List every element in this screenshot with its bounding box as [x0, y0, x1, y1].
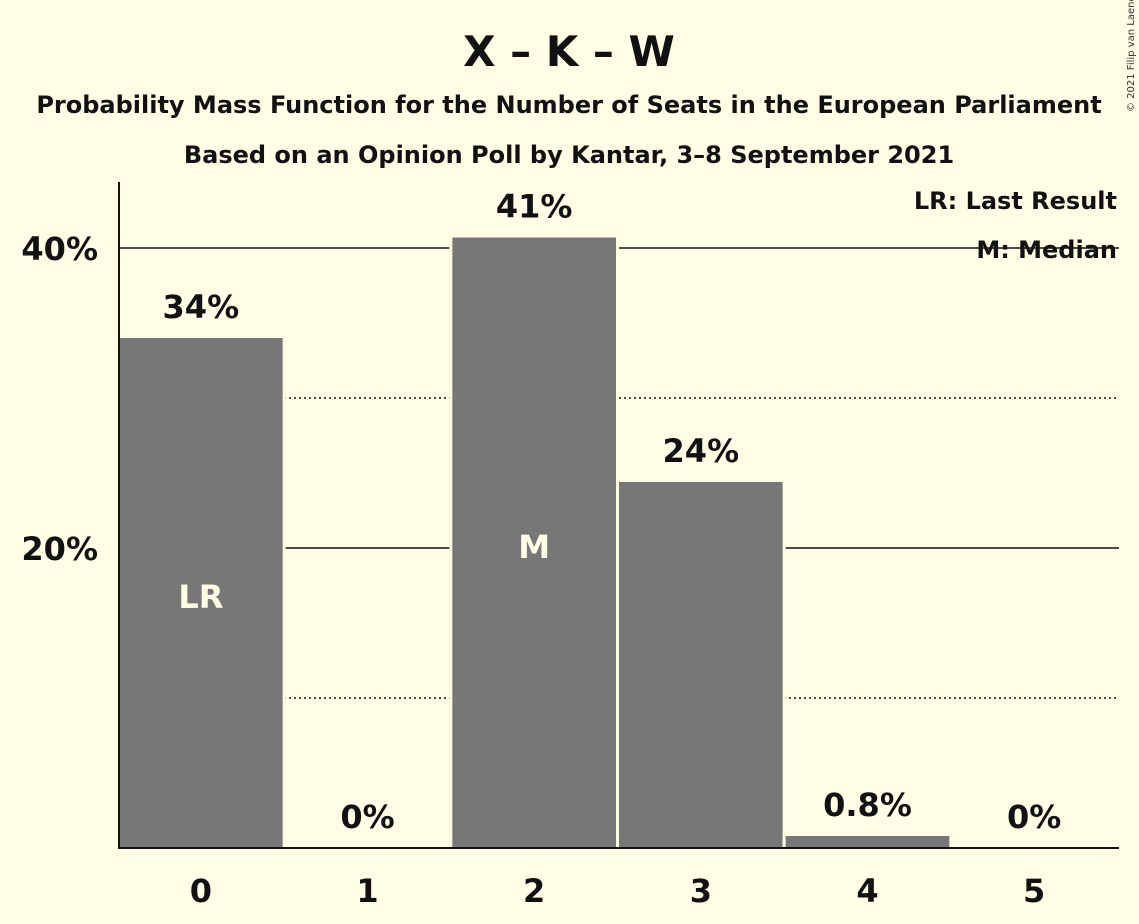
- bars: [116, 235, 1119, 848]
- y-tick-label-20: 20%: [21, 530, 98, 568]
- y-axis-ticks: 20% 40%: [21, 230, 98, 568]
- bar-3: [619, 482, 783, 848]
- data-labels: 34% LR 0% 41% M 24% 0.8% 0%: [163, 188, 1062, 837]
- data-label-3: 24%: [663, 432, 740, 470]
- data-label-0: 34%: [163, 288, 240, 326]
- bar-marker-LR: LR: [178, 578, 223, 616]
- data-label-5: 0%: [1007, 798, 1061, 836]
- legend-last-result: LR: Last Result: [914, 187, 1117, 215]
- bar-marker-M: M: [518, 528, 550, 566]
- x-tick-label-4: 4: [856, 872, 878, 910]
- data-label-4: 0.8%: [823, 786, 912, 824]
- copyright: © 2021 Filip van Laenen: [1126, 0, 1137, 112]
- chart-title: X – K – W: [463, 27, 675, 76]
- y-tick-label-40: 40%: [21, 230, 98, 268]
- bar-0: [119, 338, 283, 848]
- bar-2: [452, 237, 616, 848]
- x-tick-label-2: 2: [523, 872, 545, 910]
- legend-median: M: Median: [976, 236, 1117, 264]
- chart-subtitle-source: Based on an Opinion Poll by Kantar, 3–8 …: [184, 141, 954, 169]
- x-axis-ticks: 0 1 2 3 4 5: [190, 872, 1046, 910]
- data-label-2: 41%: [496, 188, 573, 226]
- data-label-1: 0%: [340, 798, 394, 836]
- x-tick-label-0: 0: [190, 872, 212, 910]
- x-tick-label-5: 5: [1023, 872, 1045, 910]
- chart-subtitle: Probability Mass Function for the Number…: [36, 91, 1101, 119]
- x-tick-label-3: 3: [690, 872, 712, 910]
- x-tick-label-1: 1: [356, 872, 378, 910]
- bar-4: [785, 836, 950, 848]
